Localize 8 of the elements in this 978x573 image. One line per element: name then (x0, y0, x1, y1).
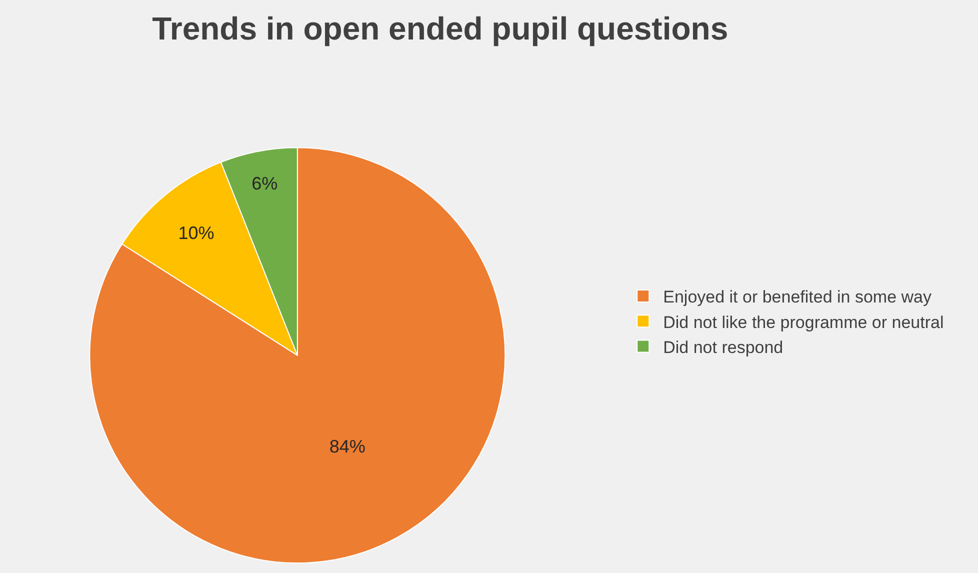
chart-title: Trends in open ended pupil questions (152, 10, 728, 47)
legend-label: Enjoyed it or benefited in some way (663, 288, 932, 307)
legend-label: Did not like the programme or neutral (663, 312, 944, 332)
legend-label: Did not respond (663, 338, 784, 357)
pie-slice (89, 147, 506, 564)
data-label: 84% (329, 436, 366, 456)
data-label: 10% (178, 223, 214, 244)
data-label: 6% (252, 173, 278, 194)
